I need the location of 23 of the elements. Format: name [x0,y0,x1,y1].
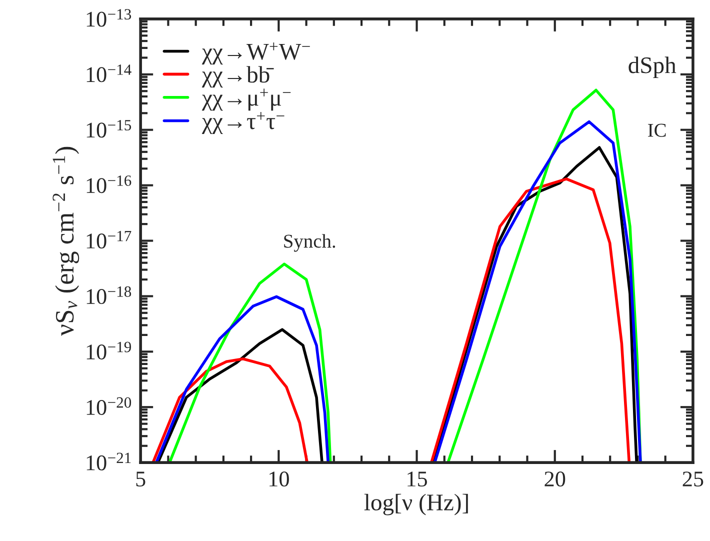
y-tick-label: 10$^{−19}$ [86,342,132,360]
y-tick-label: 10$^{−15}$ [86,120,132,138]
y-tick-label: 10$^{−17}$ [86,230,132,249]
y-tick-label: 10$^{−21}$ [86,452,131,470]
legend-label: χχ→bb̄ [202,66,274,88]
annotation: Synch. [284,234,336,252]
y-tick-label: 10$^{−18}$ [86,286,132,304]
y-axis-title: νS$_{ν}$ (erg cm$^{−2}$ s$^{−1}$) [52,146,80,336]
x-tick-label: 20 [544,472,566,487]
x-tick-label: 10 [270,472,289,487]
x-tick-label: 15 [408,472,428,487]
y-tick-label: 10$^{−13}$ [86,9,132,27]
x-tick-label: 5 [136,472,146,487]
legend-label: χχ→μ$^{+}$μ$^{−}$ [202,88,291,111]
y-tick-label: 10$^{−14}$ [86,64,132,82]
legend-label: χχ→W$^{+}$W$^{−}$ [202,42,310,64]
x-tick-label: 25 [682,472,704,487]
y-tick-label: 10$^{−16}$ [86,175,132,194]
y-tick-label: 10$^{−20}$ [86,397,132,415]
annotation: dSph [628,56,676,78]
annotation: IC [648,124,666,137]
legend-label: χχ→τ$^{+}$τ$^{−}$ [202,112,284,134]
x-axis-title: log[ν (Hz)] [364,494,468,516]
